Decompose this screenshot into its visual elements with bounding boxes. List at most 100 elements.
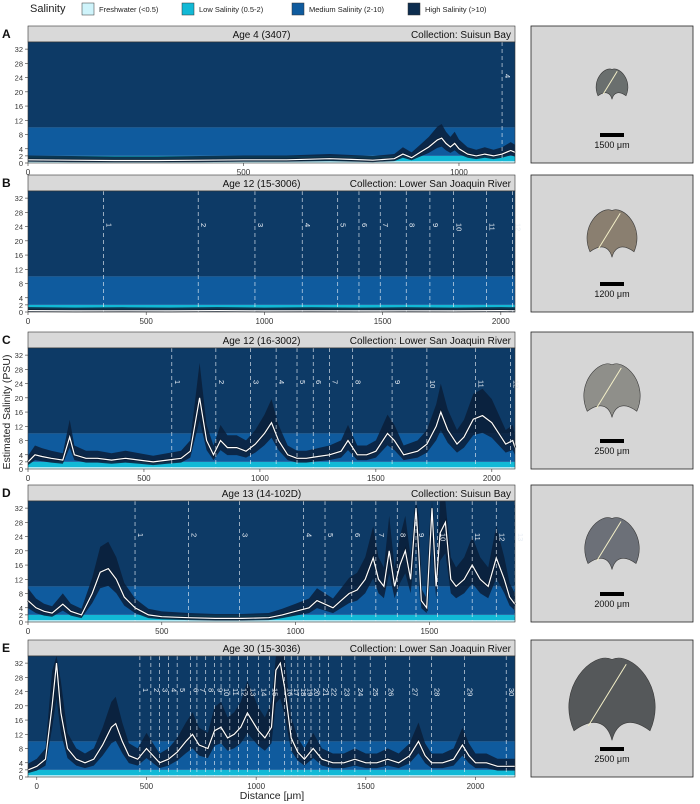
annulus-label: 17	[292, 688, 301, 696]
annulus-label: 12	[240, 688, 249, 696]
y-tick-label: 0	[19, 465, 23, 474]
x-tick-label: 500	[140, 782, 154, 791]
y-tick-label: 12	[15, 730, 23, 739]
annulus-label: 4	[303, 223, 312, 227]
annulus-label: 9	[215, 688, 224, 692]
legend-swatch	[291, 2, 305, 16]
scale-bar	[600, 592, 624, 596]
band-medium-salinity	[28, 586, 515, 615]
legend-label: Low Salinity (0.5-2)	[199, 5, 264, 14]
legend-title: Salinity	[30, 3, 66, 15]
y-tick-label: 32	[15, 351, 23, 360]
scale-label: 1500 μm	[594, 140, 629, 150]
annulus-label: 7	[381, 223, 390, 227]
band-medium-salinity	[28, 276, 515, 305]
annulus-label: 28	[433, 688, 442, 696]
y-tick-label: 12	[15, 116, 23, 125]
y-tick-label: 24	[15, 223, 23, 232]
plot-frame	[27, 190, 516, 313]
y-tick-label: 8	[19, 745, 23, 754]
y-tick-label: 32	[15, 194, 23, 203]
plot-frame	[27, 655, 516, 778]
annulus-label: 15	[270, 688, 279, 696]
x-tick-label: 0	[26, 474, 31, 483]
y-tick-label: 2	[19, 766, 23, 775]
annulus-label: 7	[198, 688, 207, 692]
y-tick-label: 28	[15, 208, 23, 217]
y-tick-label: 32	[15, 45, 23, 54]
annulus-label: 16	[286, 688, 295, 696]
annulus-label: 11	[473, 533, 482, 541]
y-tick-label: 4	[19, 294, 23, 303]
transect-line	[597, 213, 621, 250]
legend-label: High Salinity (>10)	[425, 5, 487, 14]
annulus-label: 2	[190, 533, 199, 537]
band-low-salinity	[28, 769, 515, 776]
annulus-label: 22	[330, 688, 339, 696]
y-tick-label: 16	[15, 408, 23, 417]
y-tick-label: 20	[15, 88, 23, 97]
plot-frame	[27, 500, 516, 623]
y-tick-label: 0	[19, 773, 23, 782]
x-tick-label: 0	[26, 317, 31, 326]
annulus-label: 10	[455, 223, 464, 231]
annulus-label: 3	[252, 380, 261, 384]
x-tick-label: 1000	[256, 317, 274, 326]
annulus-label: 9	[431, 223, 440, 227]
panel-a: A Age 4 (3407) Collection: Suisun Bay40248…	[2, 25, 694, 177]
salinity-line	[27, 397, 516, 463]
scale-label: 2500 μm	[594, 446, 629, 456]
strip-title: Age 13 (14-102D)	[222, 489, 302, 500]
strip-title: Age 30 (15-3036)	[223, 644, 301, 655]
x-tick-label: 1500	[374, 317, 392, 326]
annulus-label: 1	[136, 533, 145, 537]
y-tick-label: 12	[15, 265, 23, 274]
y-tick-label: 2	[19, 152, 23, 161]
y-tick-label: 16	[15, 561, 23, 570]
annulus-label: 5	[326, 533, 335, 537]
annulus-label: 4	[277, 380, 286, 384]
legend-swatch	[81, 2, 95, 16]
x-tick-label: 500	[155, 627, 169, 636]
y-tick-label: 28	[15, 518, 23, 527]
annulus-label: 2	[217, 380, 226, 384]
strip-collection: Collection: Lower San Joaquin River	[350, 336, 512, 347]
annulus-label: 25	[371, 688, 380, 696]
y-tick-label: 20	[15, 237, 23, 246]
panel-letter: C	[2, 333, 11, 347]
strip-collection: Collection: Lower San Joaquin River	[350, 644, 512, 655]
band-freshwater	[28, 161, 515, 163]
panel-b: B Age 12 (15-3006) Collection: Lower San J…	[2, 174, 694, 326]
confidence-band	[28, 124, 515, 163]
x-tick-label: 500	[137, 474, 151, 483]
annulus-label: 9	[417, 533, 426, 537]
annulus-label: 11	[231, 688, 240, 696]
plot-frame	[27, 347, 516, 470]
legend-swatch	[407, 2, 421, 16]
y-tick-label: 2	[19, 611, 23, 620]
x-tick-label: 2000	[483, 474, 501, 483]
confidence-band	[28, 501, 515, 621]
y-tick-label: 4	[19, 604, 23, 613]
x-tick-label: 2000	[492, 317, 510, 326]
annulus-label: 6	[191, 688, 200, 692]
band-freshwater	[28, 775, 515, 777]
transect-line	[596, 367, 622, 409]
scale-bar	[600, 747, 624, 751]
x-tick-label: 2000	[467, 782, 485, 791]
annulus-label: 26	[387, 688, 396, 696]
annulus-label: 18	[299, 688, 308, 696]
otolith-image	[583, 363, 641, 418]
y-tick-label: 16	[15, 102, 23, 111]
y-tick-label: 20	[15, 702, 23, 711]
annulus-label: 6	[360, 223, 369, 227]
legend: Salinity Freshwater (<0.5) Low Salinity (…	[30, 2, 487, 16]
otolith-image	[584, 517, 640, 570]
y-tick-label: 24	[15, 533, 23, 542]
annulus-label: 4	[169, 688, 178, 692]
x-tick-label: 1500	[367, 474, 385, 483]
annulus-label: 3	[161, 688, 170, 692]
y-tick-label: 0	[19, 308, 23, 317]
y-axis-title: Estimated Salinity (PSU)	[1, 355, 13, 470]
annulus-label: 1	[173, 380, 182, 384]
